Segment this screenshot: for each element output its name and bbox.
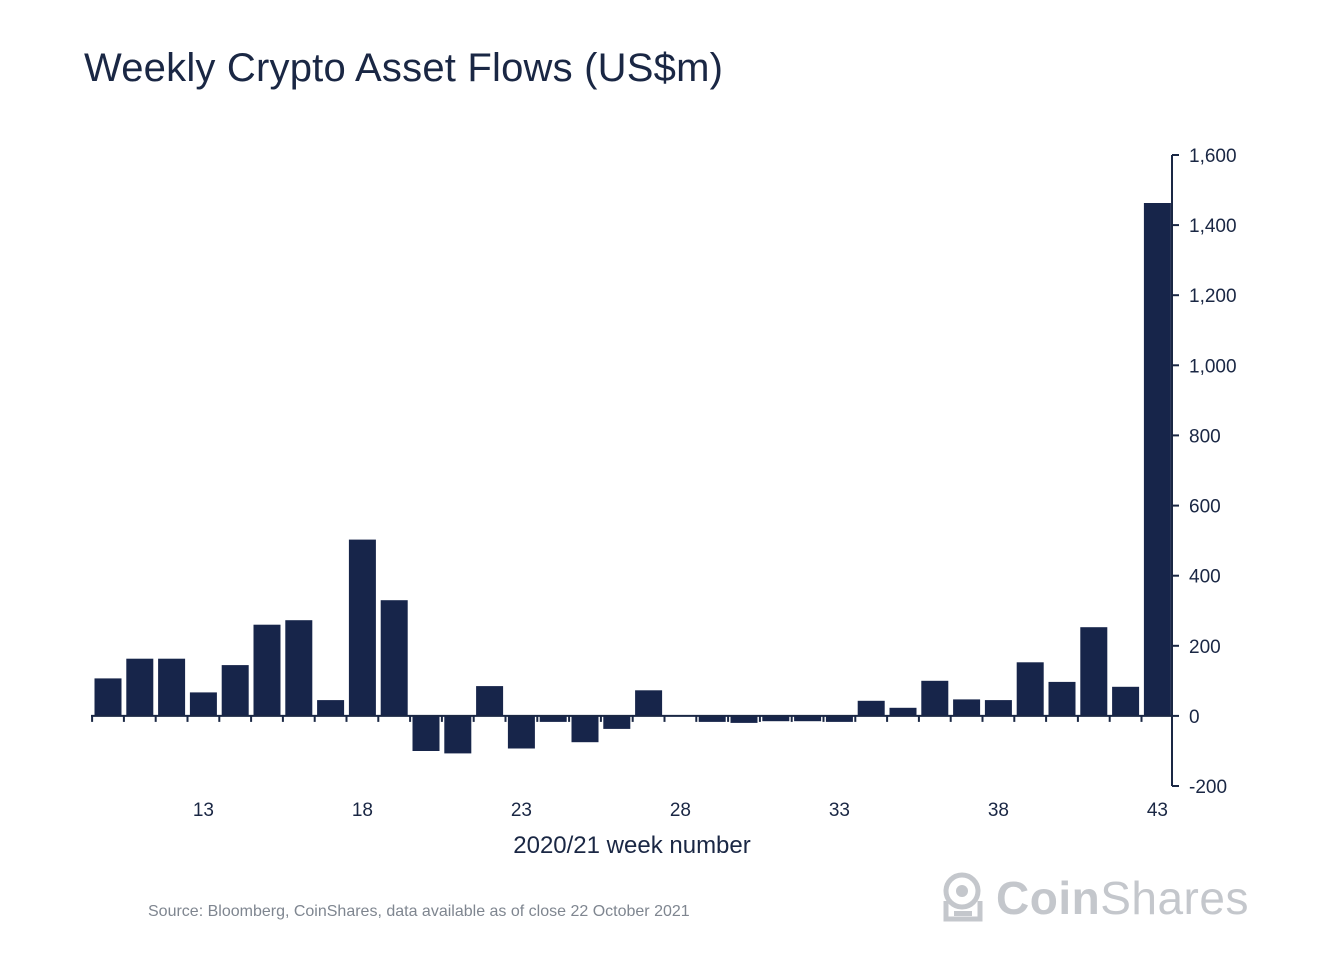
coinshares-logo-icon: [943, 872, 983, 922]
bar-week-23: [507, 715, 535, 749]
y-ticks-group: -200 0 200 400 600 800 1,000 1,200 1,400 1,600: [1172, 146, 1237, 798]
y-tick-label-400: 400: [1189, 567, 1221, 588]
bar-week-42: [1112, 686, 1140, 716]
bar-week-11: [126, 658, 154, 716]
bar-week-38: [984, 700, 1012, 716]
bar-week-18: [348, 539, 376, 716]
bar-week-20: [412, 715, 440, 751]
bar-week-27: [635, 690, 663, 716]
bar-week-32: [794, 715, 822, 722]
bar-week-36: [921, 680, 949, 716]
coinshares-logo: CoinShares: [940, 868, 1249, 928]
y-tick-label-600: 600: [1189, 497, 1221, 518]
bar-week-24: [539, 715, 567, 722]
bar-week-33: [825, 715, 853, 722]
bar-week-30: [730, 715, 758, 723]
bar-week-15: [253, 624, 281, 716]
bar-week-16: [285, 620, 313, 716]
bar-week-31: [762, 715, 790, 722]
x-tick-label-23: 23: [511, 800, 532, 821]
bar-week-21: [444, 715, 472, 754]
x-tick-label-28: 28: [670, 800, 691, 821]
y-tick-label-0: 0: [1189, 707, 1200, 728]
bar-week-17: [317, 700, 345, 716]
bar-week-14: [221, 665, 249, 716]
bar-week-10: [94, 678, 122, 716]
y-tick-label-1000: 1,000: [1189, 356, 1237, 377]
y-tick-label-1600: 1,600: [1189, 146, 1237, 167]
bar-week-13: [189, 692, 217, 716]
y-tick-label--200: -200: [1189, 777, 1227, 798]
bar-week-35: [889, 707, 917, 716]
bar-week-39: [1016, 662, 1044, 716]
bar-week-40: [1048, 681, 1076, 716]
bar-week-25: [571, 715, 599, 743]
x-axis-title: 2020/21 week number: [513, 832, 751, 859]
y-tick-label-200: 200: [1189, 637, 1221, 658]
source-note: Source: Bloomberg, CoinShares, data avai…: [148, 903, 690, 920]
y-tick-label-800: 800: [1189, 426, 1221, 447]
bar-week-37: [953, 699, 981, 716]
x-tick-label-38: 38: [988, 800, 1009, 821]
x-tick-label-33: 33: [829, 800, 850, 821]
x-tick-label-13: 13: [193, 800, 214, 821]
bar-week-26: [603, 715, 631, 729]
bar-week-41: [1080, 627, 1108, 716]
bar-week-19: [380, 600, 408, 716]
logo-word-light: Shares: [1100, 872, 1249, 924]
bar-week-43: [1143, 203, 1171, 716]
y-tick-label-1400: 1,400: [1189, 216, 1237, 237]
bar-week-22: [476, 686, 504, 716]
x-tick-label-18: 18: [352, 800, 373, 821]
logo-word-bold: Coin: [996, 872, 1101, 924]
y-tick-label-1200: 1,200: [1189, 286, 1237, 307]
bar-week-29: [698, 715, 726, 722]
x-tick-label-43: 43: [1147, 800, 1168, 821]
logo-wordmark: CoinShares: [996, 871, 1249, 925]
chart-title: Weekly Crypto Asset Flows (US$m): [84, 46, 724, 90]
bar-week-34: [857, 700, 885, 716]
bar-week-12: [158, 658, 186, 716]
bars-group: [94, 203, 1171, 754]
x-ticks-group: 13 18 23 28 33 38 43: [91, 715, 1168, 821]
